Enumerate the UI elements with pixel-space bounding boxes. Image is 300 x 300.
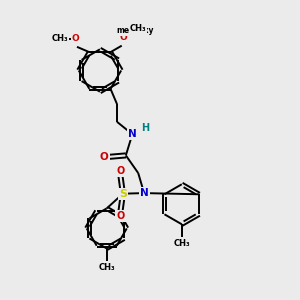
Text: N: N (140, 188, 148, 198)
Text: CH₃: CH₃ (98, 263, 115, 272)
Text: O: O (72, 34, 80, 43)
Text: H: H (141, 123, 149, 133)
Text: O: O (116, 211, 125, 221)
Text: O: O (100, 152, 109, 162)
Text: CH₃: CH₃ (52, 34, 68, 43)
Text: CH₃: CH₃ (130, 24, 146, 33)
Text: methoxy: methoxy (116, 26, 154, 34)
Text: O: O (119, 33, 127, 42)
Text: CH₃: CH₃ (173, 238, 190, 247)
Text: S: S (119, 189, 127, 199)
Text: N: N (128, 129, 137, 139)
Text: O: O (116, 166, 125, 176)
